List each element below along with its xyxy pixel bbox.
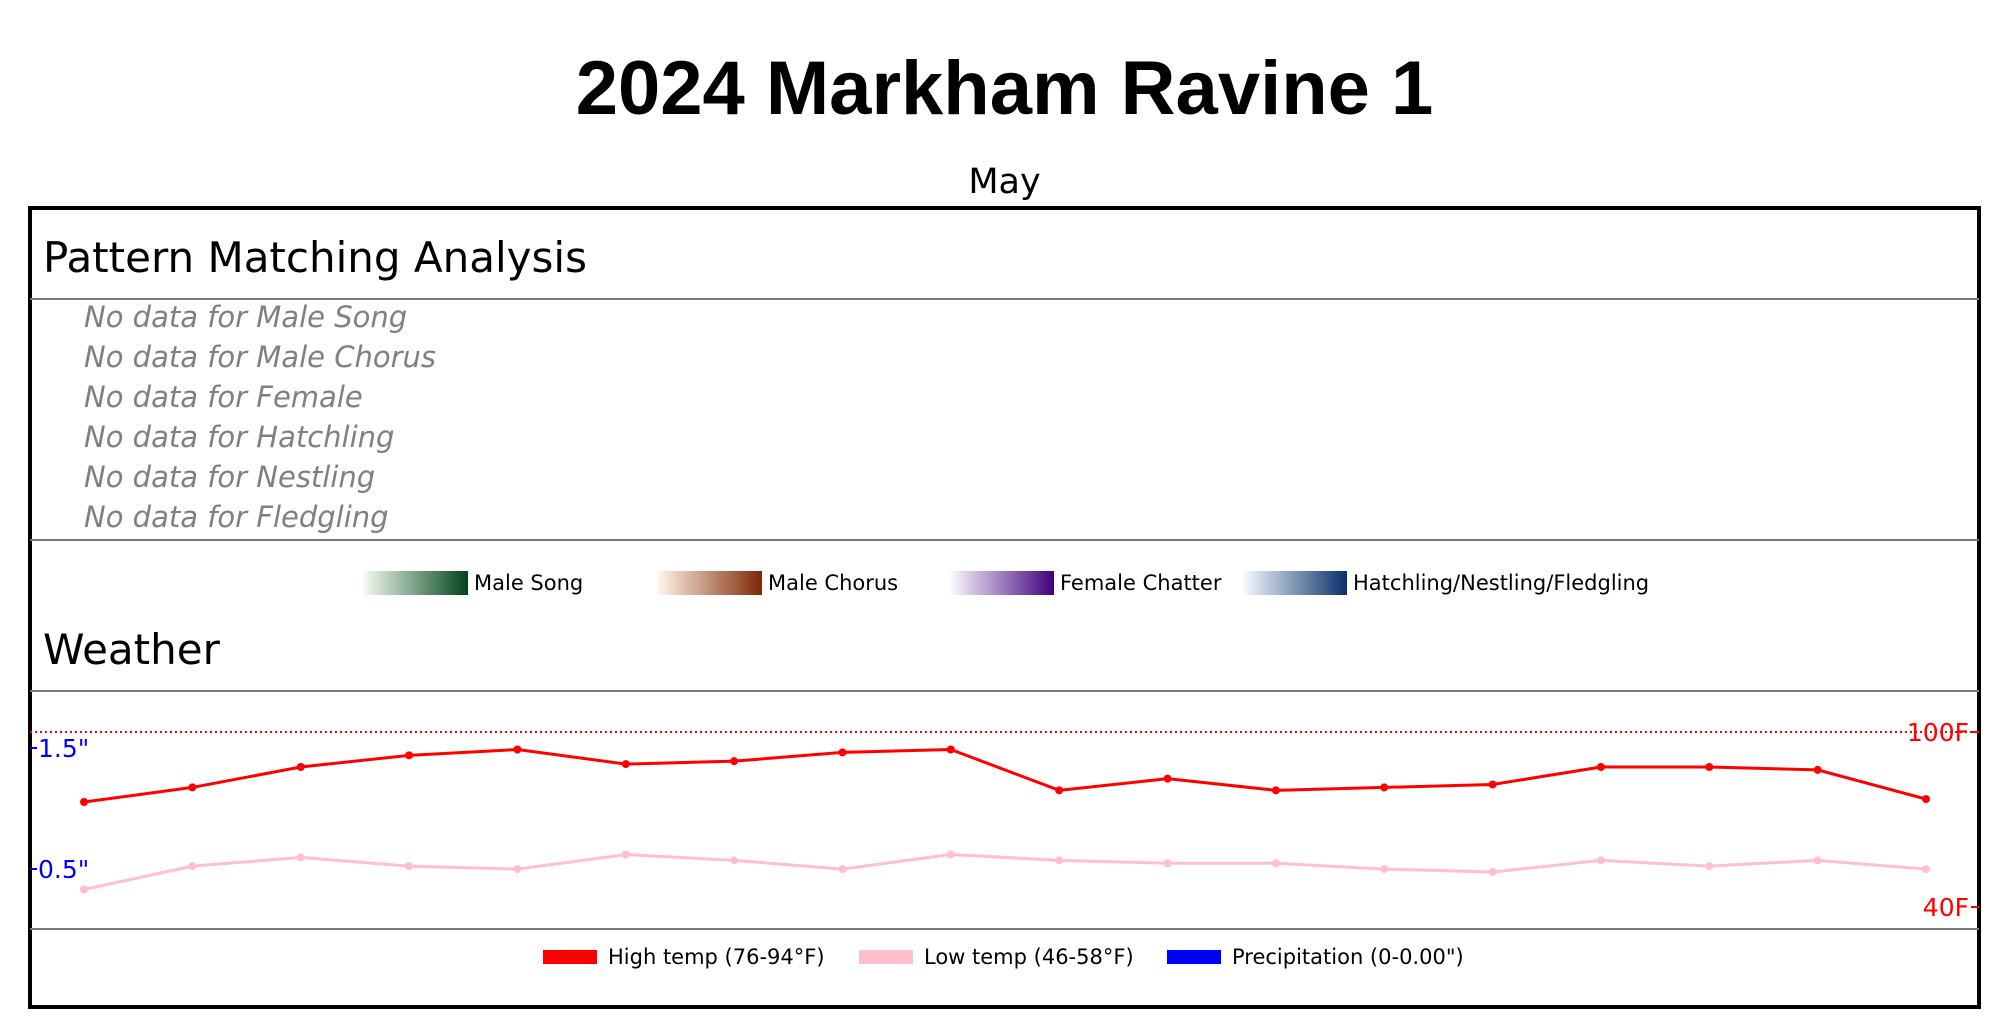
legend-label-high-temp: High temp (76-94°F): [608, 945, 825, 969]
no-data-fledgling: No data for Fledgling: [84, 500, 389, 534]
legend-item-female-chatter: Female Chatter: [950, 570, 1221, 596]
series-0-point-0: [80, 798, 88, 806]
left-axis-label-0-5: 0.5": [38, 855, 89, 884]
series-0-point-13: [1488, 780, 1497, 789]
report-frame: [28, 206, 1981, 1009]
series-1-point-11: [1271, 859, 1280, 868]
right-axis-label-100f: 100F: [1907, 718, 1969, 747]
weather-series-layer: [80, 745, 1930, 894]
page-title: 2024 Markham Ravine 1: [575, 46, 1434, 131]
series-0-point-12: [1380, 783, 1389, 792]
legend-swatch-high-temp: [543, 950, 597, 964]
legend-swatch-hatchling: [1243, 571, 1347, 595]
series-0-point-3: [405, 751, 414, 760]
right-axis-label-40f: 40F: [1923, 893, 1969, 922]
pattern-heading: Pattern Matching Analysis: [43, 233, 587, 282]
series-0-point-1: [188, 783, 197, 792]
no-data-hatchling: No data for Hatchling: [84, 420, 395, 454]
series-0-point-10: [1163, 774, 1172, 783]
weather-bottom-divider: [30, 928, 1979, 930]
no-data-male-chorus: No data for Male Chorus: [84, 340, 436, 374]
no-data-female: No data for Female: [84, 380, 363, 414]
left-axis-label-1-5: 1.5": [38, 734, 89, 763]
legend-item-low-temp: Low temp (46-58°F): [859, 944, 1134, 970]
series-0-point-8: [946, 745, 955, 754]
weather-heading: Weather: [43, 625, 220, 674]
legend-label-precipitation: Precipitation (0-0.00"): [1232, 945, 1464, 969]
series-1-point-12: [1380, 865, 1389, 874]
no-data-nestling: No data for Nestling: [84, 460, 376, 494]
series-0-point-7: [838, 748, 847, 757]
legend-label-low-temp: Low temp (46-58°F): [924, 945, 1134, 969]
series-0-point-2: [296, 763, 305, 771]
legend-swatch-precipitation: [1167, 950, 1221, 964]
legend-label-male-chorus: Male Chorus: [768, 571, 899, 595]
series-1-point-15: [1705, 862, 1714, 871]
series-0-point-4: [513, 745, 522, 754]
pattern-top-divider: [30, 298, 1979, 300]
legend-item-hatchling: Hatchling/Nestling/Fledgling: [1243, 570, 1649, 596]
series-0-point-5: [621, 760, 630, 769]
series-1-point-5: [621, 850, 630, 859]
legend-item-male-song: Male Song: [364, 570, 583, 596]
series-1-point-10: [1163, 859, 1172, 868]
legend-item-male-chorus: Male Chorus: [658, 570, 898, 596]
legend-swatch-low-temp: [859, 950, 913, 964]
no-data-male-song: No data for Male Song: [84, 300, 408, 334]
series-0-point-11: [1271, 786, 1280, 795]
series-line-1: [83, 852, 1927, 891]
page-subtitle: May: [968, 162, 1041, 202]
series-1-point-14: [1596, 856, 1605, 865]
series-1-point-13: [1488, 868, 1497, 876]
legend-swatch-male-chorus: [658, 571, 762, 595]
legend-item-precipitation: Precipitation (0-0.00"): [1167, 944, 1464, 970]
legend-label-female-chatter: Female Chatter: [1060, 571, 1222, 595]
series-1-point-9: [1055, 856, 1064, 865]
series-0-point-14: [1596, 763, 1605, 771]
legend-item-high-temp: High temp (76-94°F): [543, 944, 825, 970]
series-0-point-6: [730, 757, 739, 766]
weather-top-divider: [30, 690, 1979, 692]
series-0-point-17: [1922, 795, 1930, 804]
series-1-point-2: [296, 853, 305, 862]
series-line-0: [83, 747, 1927, 804]
series-0-point-9: [1055, 786, 1064, 795]
series-0-point-15: [1705, 763, 1714, 771]
pattern-bottom-divider: [30, 539, 1979, 541]
series-1-point-3: [405, 862, 414, 871]
legend-label-male-song: Male Song: [474, 571, 584, 595]
series-1-point-16: [1813, 856, 1822, 865]
series-1-point-1: [188, 862, 197, 871]
series-1-point-8: [946, 850, 955, 859]
series-1-point-6: [730, 856, 739, 865]
series-1-point-4: [513, 865, 522, 874]
series-1-point-17: [1922, 865, 1930, 874]
series-0-point-16: [1813, 765, 1822, 774]
legend-label-hatchling: Hatchling/Nestling/Fledgling: [1353, 571, 1650, 595]
series-1-point-7: [838, 865, 847, 874]
series-1-point-0: [80, 885, 88, 894]
legend-swatch-male-song: [364, 571, 468, 595]
legend-swatch-female-chatter: [950, 571, 1054, 595]
